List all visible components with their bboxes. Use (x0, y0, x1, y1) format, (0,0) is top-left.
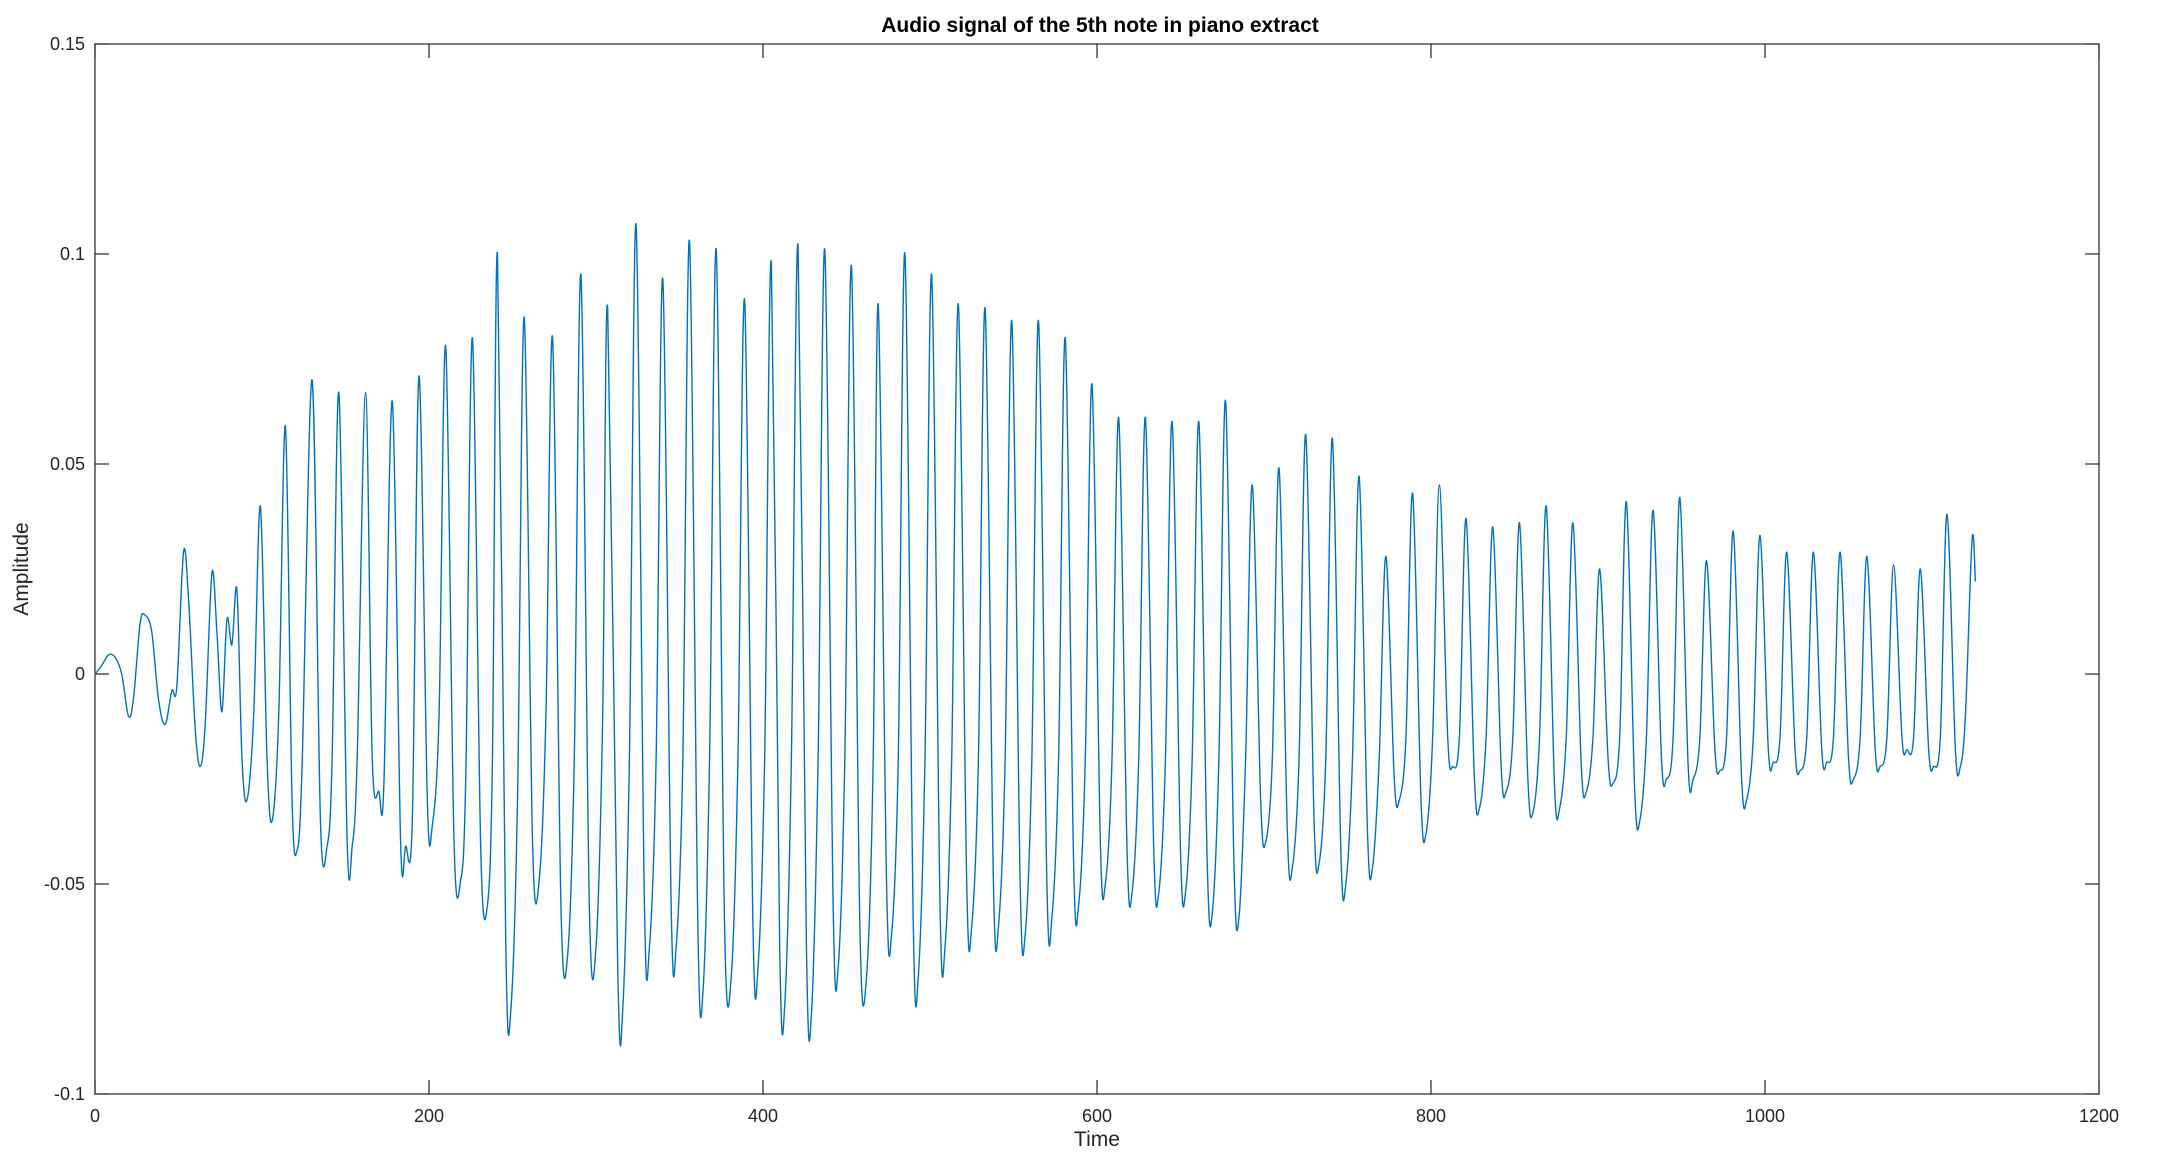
y-axis-label: Amplitude (10, 522, 33, 615)
x-tick-label: 1000 (1745, 1106, 1785, 1126)
x-tick-label: 0 (90, 1106, 100, 1126)
x-tick-label: 600 (1082, 1106, 1112, 1126)
x-tick-label: 1200 (2079, 1106, 2119, 1126)
x-axis-label: Time (1074, 1128, 1120, 1151)
x-tick-label: 800 (1416, 1106, 1446, 1126)
chart-title: Audio signal of the 5th note in piano ex… (881, 14, 1319, 37)
y-tick-label: -0.1 (54, 1084, 85, 1104)
y-axis-ticks: -0.1 -0.05 0 0.05 0.1 0.15 (44, 34, 2099, 1104)
y-tick-label: 0.05 (50, 454, 85, 474)
x-tick-label: 400 (748, 1106, 778, 1126)
series-line (94, 223, 1977, 1047)
y-tick-label: 0.15 (50, 34, 85, 54)
x-tick-label: 200 (414, 1106, 444, 1126)
y-tick-label: 0.1 (60, 244, 85, 264)
x-axis-ticks: 0 200 400 600 800 1000 1200 (90, 44, 2119, 1126)
y-tick-label: 0 (75, 664, 85, 684)
y-tick-label: -0.05 (44, 874, 85, 894)
